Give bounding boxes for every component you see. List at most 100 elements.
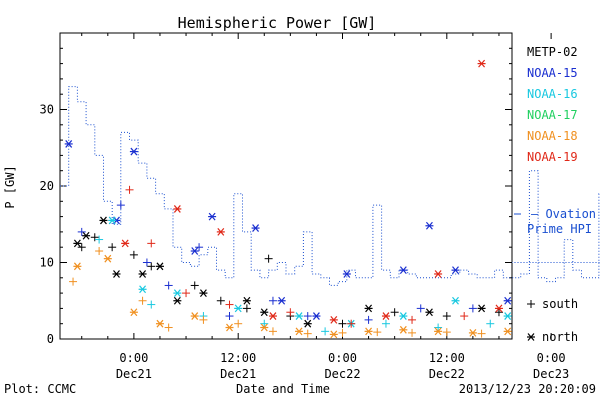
south-point [242,304,251,313]
north-point [82,231,91,240]
north-point [108,216,117,225]
legend-ovation-line2: Prime HPI [527,222,592,236]
north-point [242,296,251,305]
north-point [138,270,147,278]
north-point [268,312,277,320]
north-point [364,327,373,336]
south-point [408,315,417,324]
north-point [329,330,338,339]
x-tick-time-label: 0:00 [537,351,566,365]
north-point [503,296,512,305]
north-point [312,312,321,320]
south-point [234,319,243,328]
chart-title: Hemispheric Power [GW] [178,14,377,32]
north-point [364,304,373,313]
south-point [138,296,147,305]
south-point [303,329,312,338]
north-point [503,327,512,336]
legend-entry: METP-02 [527,45,578,59]
north-point [477,59,486,68]
south-point [338,328,347,337]
north-point [494,304,503,313]
south-point [486,319,495,328]
north-point [199,289,208,297]
south-point [147,262,156,271]
south-point [199,315,208,324]
axis-ticks: 0 10 20 30 0:00 Dec21 12:00 Dec21 0:00 Dec22 12:00… [40,33,569,381]
south-point [442,328,451,337]
south-point [373,328,382,337]
north-point [155,319,164,328]
south-point [216,296,225,305]
north-point [225,323,234,332]
north-point [208,212,217,221]
south-point [142,258,151,267]
north-point [399,312,408,320]
north-point [129,308,138,317]
south-point [129,250,138,259]
north-point [73,262,82,271]
north-point [329,315,338,324]
north-point [190,247,199,255]
south-point [77,243,86,252]
north-point [451,266,460,275]
north-point [216,228,225,236]
data-points [64,59,512,339]
south-point [164,323,173,332]
south-point [442,312,451,321]
legend-south-symbol [527,300,535,308]
south-point [264,254,273,263]
south-point [347,319,356,328]
x-tick-time-label: 0:00 [328,351,357,365]
north-point [434,327,443,336]
north-point [342,270,351,278]
south-point [164,281,173,290]
x-tick-date-label: Dec22 [324,367,360,381]
south-point [268,296,277,305]
plot-credit: Plot: CCMC [4,382,76,396]
south-point [468,304,477,313]
south-point [286,308,295,317]
south-point [477,329,486,338]
south-point [225,312,234,321]
north-point [73,239,82,248]
y-tick-label: 10 [40,256,54,270]
legend: METP-02 NOAA-15 NOAA-16 NOAA-17 NOAA-18 NOAA-… [514,45,596,344]
north-point [99,216,108,225]
x-tick-date-label: Dec22 [429,367,465,381]
north-point [260,323,269,332]
south-point [494,308,503,317]
south-point [460,312,469,321]
south-point [182,289,191,298]
north-point [295,312,304,320]
south-point [116,201,125,210]
y-tick-label: 30 [40,103,54,117]
south-point [364,315,373,324]
north-point [64,140,73,148]
south-point [190,281,199,290]
north-point [381,312,390,320]
north-point [112,270,121,278]
north-point [129,147,138,156]
south-point [408,328,417,337]
north-point [468,328,477,337]
south-point [108,243,117,252]
timestamp: 2013/12/23 20:20:09 [459,382,596,396]
north-point [173,205,182,213]
north-point [155,262,164,271]
south-point [125,185,134,194]
legend-entry: NOAA-19 [527,150,578,164]
south-point [90,233,99,242]
north-point [234,304,243,313]
south-point [381,319,390,328]
south-point [260,319,269,328]
legend-south-label: south [542,297,578,311]
y-tick-label: 20 [40,179,54,193]
x-tick-date-label: Dec21 [116,367,152,381]
y-tick-label: 0 [47,332,54,346]
north-point [451,296,460,305]
south-point [416,304,425,313]
north-point [260,308,269,317]
south-point [95,247,104,256]
